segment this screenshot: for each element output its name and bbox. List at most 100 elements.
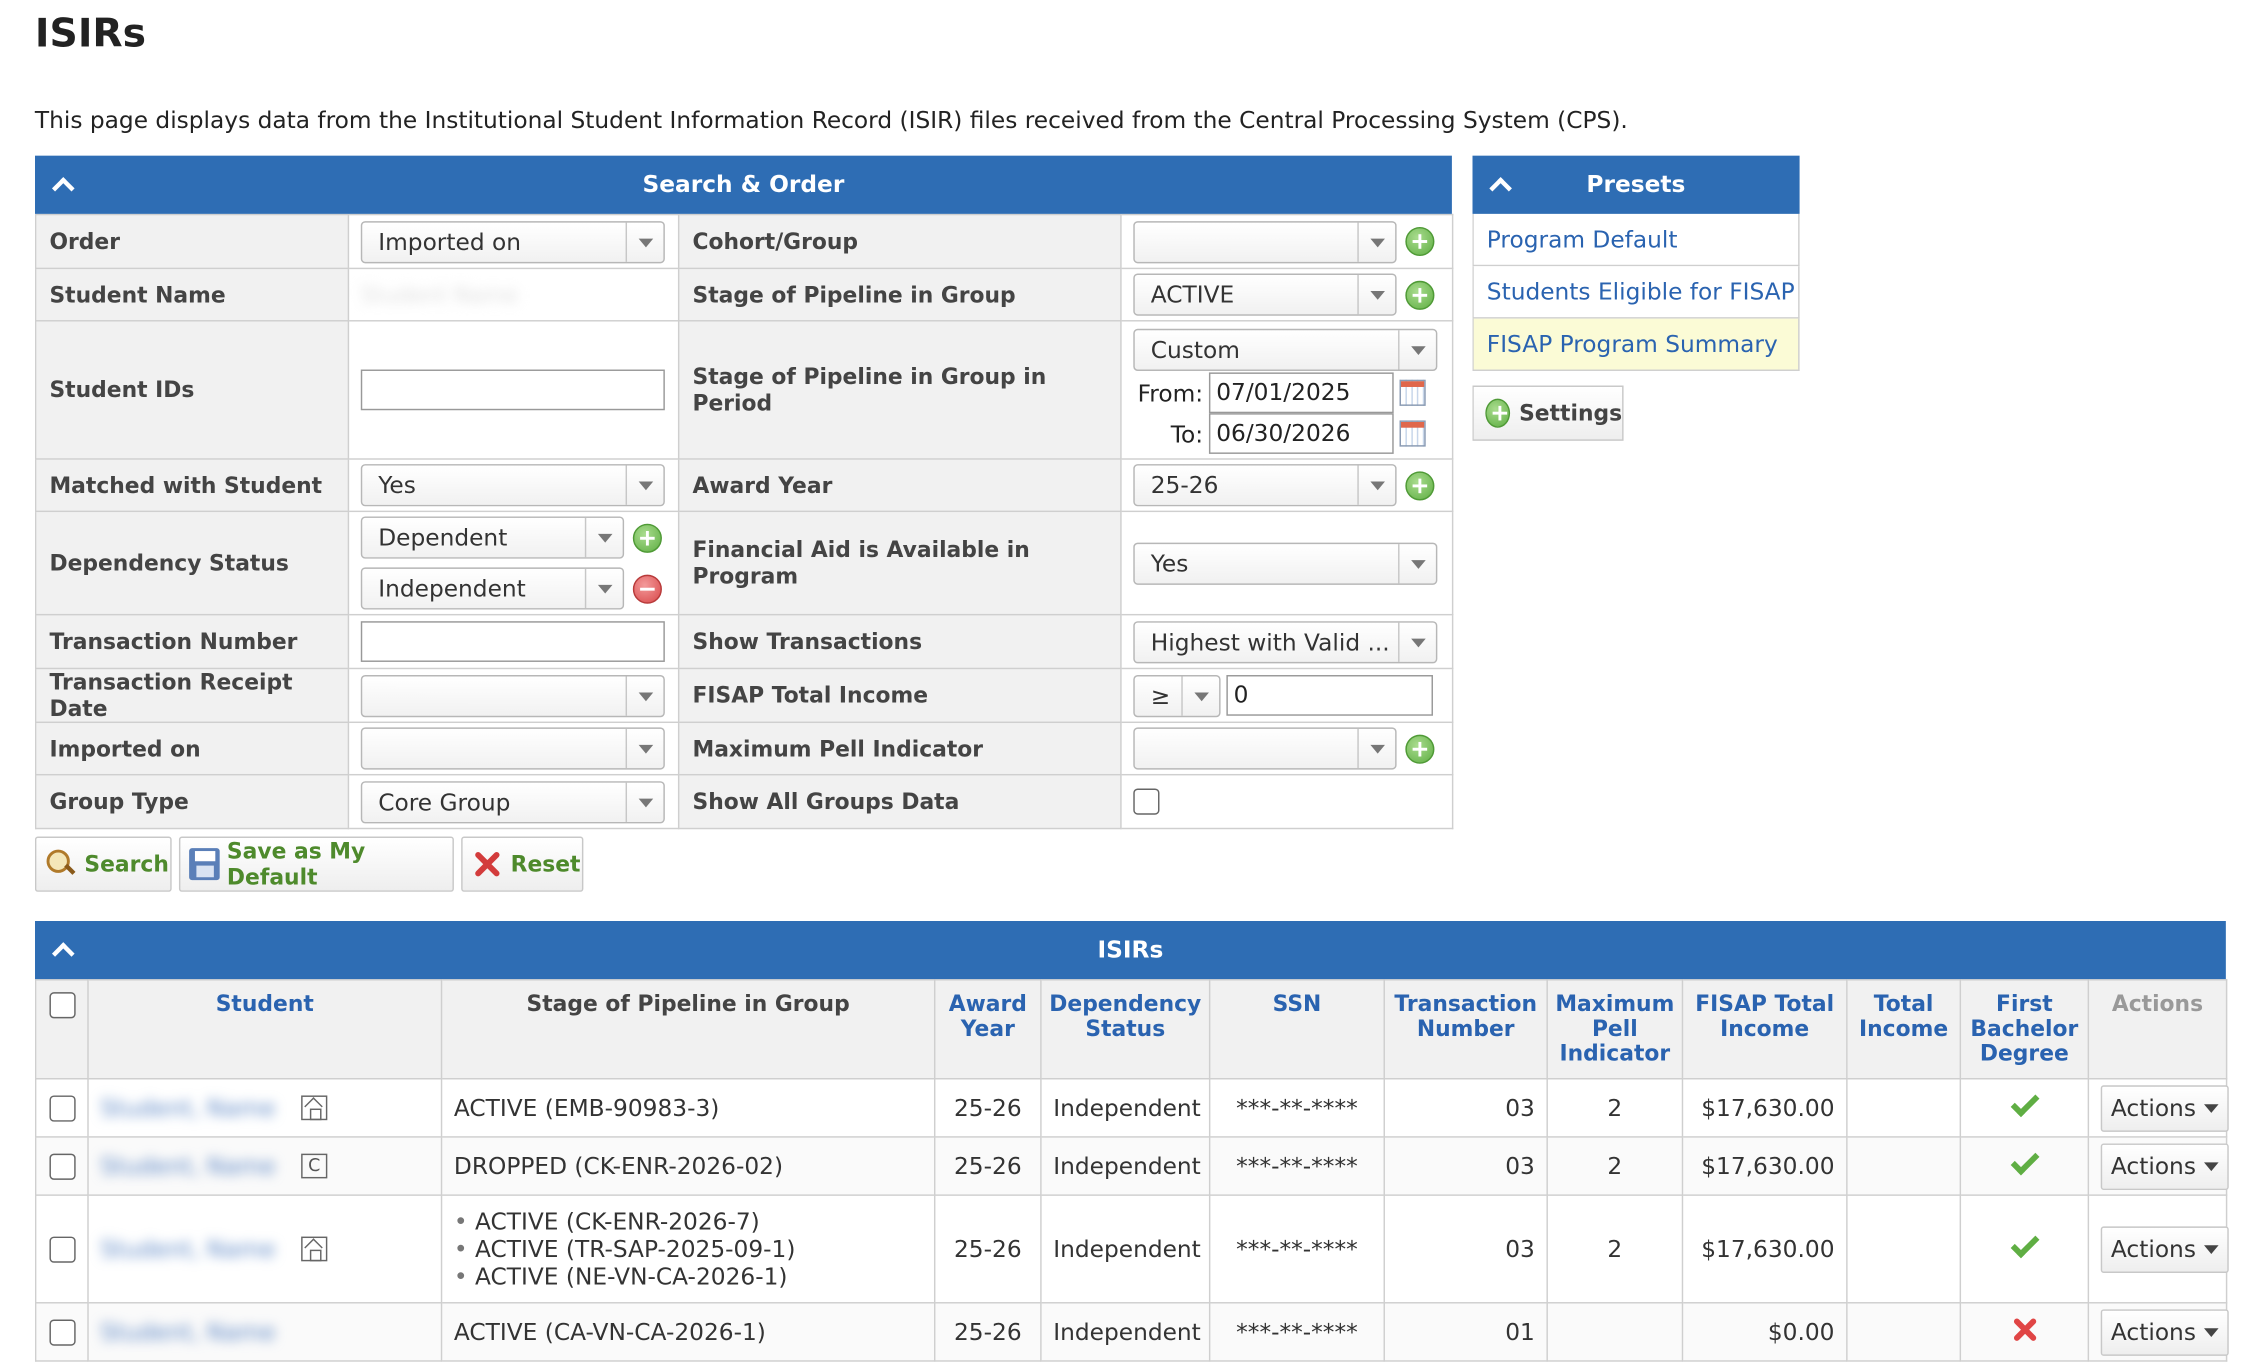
dependency-select-1[interactable]: Dependent [360,516,625,559]
fisap-operator-select[interactable]: ≥ [1133,674,1221,717]
stage-period-select[interactable]: Custom [1133,328,1438,371]
chevron-down-icon [584,517,623,558]
caret-down-icon [2204,1103,2220,1113]
results-header[interactable]: ISIRs [34,920,2226,980]
column-stage: Stage of Pipeline in Group [440,979,936,1080]
stage-cell: ACTIVE (CK-ENR-2026-7) ACTIVE (TR-SAP-20… [440,1194,936,1304]
show-transactions-select[interactable]: Highest with Valid ... [1133,620,1438,663]
financial-aid-select[interactable]: Yes [1133,541,1438,585]
ssn-link[interactable]: ***-**-**** [1208,1194,1385,1304]
isirs-results-panel: ISIRs Student Stage of Pipeline in Group… [34,920,2230,1362]
table-row: Student, Name ACTIVE (CK-ENR-2026-7) ACT… [34,1194,2230,1304]
add-max-pell-icon[interactable] [1405,733,1435,764]
preset-fisap-summary[interactable]: FISAP Program Summary [1472,318,1800,371]
chevron-down-icon [625,221,664,262]
show-all-groups-checkbox[interactable] [1133,788,1160,816]
preset-program-default[interactable]: Program Default [1472,213,1800,267]
chevron-up-icon[interactable] [1487,156,1510,214]
page-title: ISIRs [34,11,147,57]
stage-period-label: Stage of Pipeline in Group in Period [677,320,1122,460]
ssn-link[interactable]: ***-**-**** [1208,1078,1385,1138]
transaction-number-input[interactable] [360,621,665,662]
column-first-bachelor[interactable]: First Bachelor Degree [1959,979,2090,1080]
transaction-number-label: Transaction Number [34,613,350,670]
student-ids-input[interactable] [360,369,665,411]
actions-button[interactable]: Actions [2100,1142,2230,1190]
dependency-cell: Independent [1040,1302,1211,1362]
student-name-link[interactable]: Student, Name [100,1094,276,1122]
column-award-year[interactable]: Award Year [933,979,1042,1080]
calendar-icon[interactable] [1399,379,1426,406]
actions-button[interactable]: Actions [2100,1308,2230,1356]
ssn-link[interactable]: ***-**-**** [1208,1136,1385,1196]
row-checkbox[interactable] [48,1236,75,1264]
chevron-up-icon[interactable] [49,921,72,979]
stage-pipeline-select[interactable]: ACTIVE [1133,273,1397,316]
column-max-pell[interactable]: Maximum Pell Indicator [1546,979,1684,1080]
search-order-header[interactable]: Search & Order [34,155,1452,214]
student-name-link[interactable]: Student, Name [100,1235,276,1263]
transaction-cell: 03 [1383,1194,1548,1304]
stage-pipeline-label: Stage of Pipeline in Group [677,267,1122,322]
search-button[interactable]: Search [34,836,172,892]
chevron-down-icon [625,465,664,505]
imported-on-select[interactable] [360,727,665,770]
check-icon [2009,1088,2039,1118]
student-name-field[interactable]: Student Name [360,281,519,308]
column-student[interactable]: Student [87,979,443,1080]
imported-on-label: Imported on [34,721,350,776]
isirs-table: Student Stage of Pipeline in Group Award… [34,979,2230,1362]
receipt-date-select[interactable] [360,674,665,717]
calendar-icon[interactable] [1399,420,1426,447]
actions-button[interactable]: Actions [2100,1084,2230,1132]
dependency-select-2[interactable]: Independent [360,567,625,610]
column-fisap[interactable]: FISAP Total Income [1681,979,1848,1080]
chevron-down-icon [1357,728,1395,769]
group-type-select[interactable]: Core Group [360,780,665,823]
add-dependency-icon[interactable] [632,523,662,553]
transaction-cell: 03 [1383,1136,1548,1196]
select-all-header [34,979,89,1080]
settings-button[interactable]: Settings [1472,385,1624,441]
add-award-year-icon[interactable] [1405,470,1435,500]
award-year-label: Award Year [677,458,1122,513]
stage-list-item: ACTIVE (CK-ENR-2026-7) [454,1207,922,1235]
fisap-income-input[interactable]: 0 [1226,675,1433,716]
reset-button[interactable]: Reset [461,836,584,892]
column-ssn[interactable]: SSN [1208,979,1385,1080]
to-date-input[interactable]: 06/30/2026 [1208,413,1394,454]
column-dependency[interactable]: Dependency Status [1040,979,1211,1080]
remove-dependency-icon[interactable] [632,573,662,604]
stage-list-item: ACTIVE (TR-SAP-2025-09-1) [454,1235,922,1263]
fisap-cell: $0.00 [1681,1302,1848,1362]
max-pell-select[interactable] [1133,727,1397,770]
column-actions: Actions [2087,979,2228,1080]
add-cohort-icon[interactable] [1405,226,1435,257]
order-select[interactable]: Imported on [360,220,665,263]
student-name-link[interactable]: Student, Name [100,1152,276,1180]
presets-header[interactable]: Presets [1472,155,1800,214]
row-checkbox[interactable] [48,1095,75,1123]
add-stage-icon[interactable] [1405,280,1435,310]
save-default-button[interactable]: Save as My Default [178,836,454,892]
actions-button[interactable]: Actions [2100,1225,2230,1273]
select-all-checkbox[interactable] [48,992,75,1019]
column-transaction[interactable]: Transaction Number [1383,979,1548,1080]
preset-eligible-fisap[interactable]: Students Eligible for FISAP [1472,266,1800,319]
cohort-group-label: Cohort/Group [677,213,1122,270]
column-total-income[interactable]: Total Income [1846,979,1962,1080]
stage-cell: ACTIVE (EMB-90983-3) [440,1078,936,1138]
row-checkbox[interactable] [48,1154,75,1181]
cohort-group-select[interactable] [1133,220,1397,263]
row-checkbox[interactable] [48,1319,75,1347]
to-label: To: [1170,419,1204,448]
from-date-input[interactable]: 07/01/2025 [1208,372,1394,414]
matched-select[interactable]: Yes [360,464,665,507]
fisap-cell: $17,630.00 [1681,1194,1848,1304]
chevron-up-icon[interactable] [49,156,72,214]
ssn-link[interactable]: ***-**-**** [1208,1302,1385,1362]
close-icon [471,848,503,880]
student-ids-label: Student IDs [34,320,350,460]
award-year-select[interactable]: 25-26 [1133,464,1397,507]
student-name-link[interactable]: Student, Name [100,1318,276,1346]
